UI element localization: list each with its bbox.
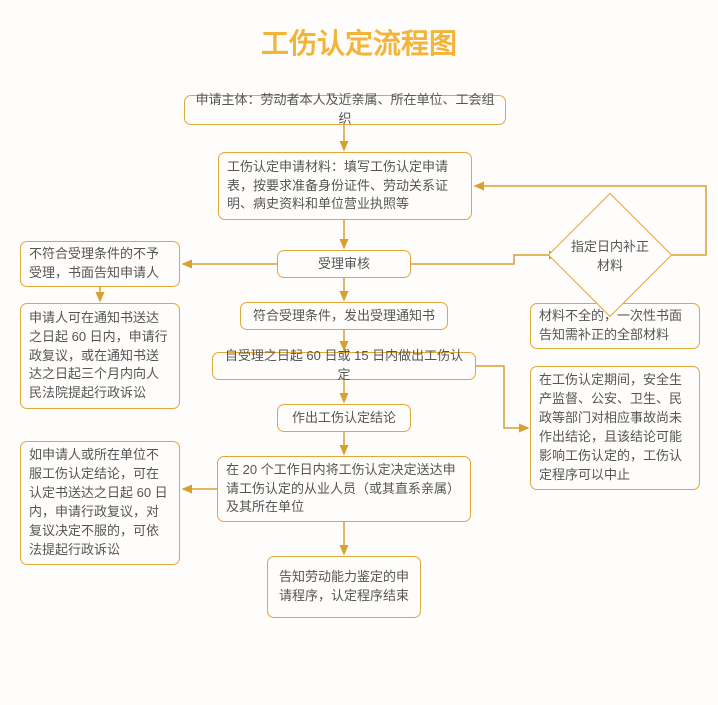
node-deadline: 自受理之日起 60 日或 15 日内做出工伤认定: [212, 352, 476, 380]
node-text: 受理审核: [318, 255, 370, 274]
node-materials: 工伤认定申请材料：填写工伤认定申请表，按要求准备身份证件、劳动关系证明、病史资料…: [218, 152, 472, 220]
node-text: 如申请人或所在单位不服工伤认定结论，可在认定书送达之日起 60 日内，申请行政复…: [29, 446, 171, 559]
node-deliver: 在 20 个工作日内将工伤认定决定送达申请工伤认定的从业人员（或其直系亲属）及其…: [217, 456, 471, 522]
node-text: 申请主体：劳动者本人及近亲属、所在单位、工会组织: [193, 91, 497, 129]
diamond-text: 指定日内补正材料: [566, 236, 654, 274]
node-text: 告知劳动能力鉴定的申请程序，认定程序结束: [276, 568, 412, 606]
node-accept: 符合受理条件，发出受理通知书: [240, 302, 448, 330]
node-review: 受理审核: [277, 250, 411, 278]
node-text: 不符合受理条件的不予受理，书面告知申请人: [29, 245, 171, 283]
node-suspend: 在工伤认定期间，安全生产监督、公安、卫生、民政等部门对相应事故尚未作出结论，且该…: [530, 366, 700, 490]
node-text: 在 20 个工作日内将工伤认定决定送达申请工伤认定的从业人员（或其直系亲属）及其…: [226, 461, 462, 518]
node-text: 工伤认定申请材料：填写工伤认定申请表，按要求准备身份证件、劳动关系证明、病史资料…: [227, 158, 463, 215]
node-applicant: 申请主体：劳动者本人及近亲属、所在单位、工会组织: [184, 95, 506, 125]
node-text: 材料不全的，一次性书面告知需补正的全部材料: [539, 307, 691, 345]
arrow: [411, 255, 558, 264]
flowchart-canvas: 工伤认定流程图 申请主体：劳动者本人及近亲属、所在单位、工会组织 工伤认定申请材…: [0, 0, 718, 705]
node-text: 作出工伤认定结论: [292, 409, 396, 428]
node-text: 符合受理条件，发出受理通知书: [253, 307, 435, 326]
node-text: 申请人可在通知书送达之日起 60 日内，申请行政复议，或在通知书送达之日起三个月…: [29, 309, 171, 403]
node-text: 在工伤认定期间，安全生产监督、公安、卫生、民政等部门对相应事故尚未作出结论，且该…: [539, 371, 691, 484]
node-end: 告知劳动能力鉴定的申请程序，认定程序结束: [267, 556, 421, 618]
flowchart-title: 工伤认定流程图: [0, 22, 718, 62]
node-reject: 不符合受理条件的不予受理，书面告知申请人: [20, 241, 180, 287]
node-text: 自受理之日起 60 日或 15 日内做出工伤认定: [221, 347, 467, 385]
arrow: [476, 366, 528, 428]
node-supplement-decision: 指定日内补正材料: [566, 211, 654, 299]
node-reconsideration-2: 如申请人或所在单位不服工伤认定结论，可在认定书送达之日起 60 日内，申请行政复…: [20, 441, 180, 565]
node-reconsideration-1: 申请人可在通知书送达之日起 60 日内，申请行政复议，或在通知书送达之日起三个月…: [20, 303, 180, 409]
node-conclusion: 作出工伤认定结论: [277, 404, 411, 432]
